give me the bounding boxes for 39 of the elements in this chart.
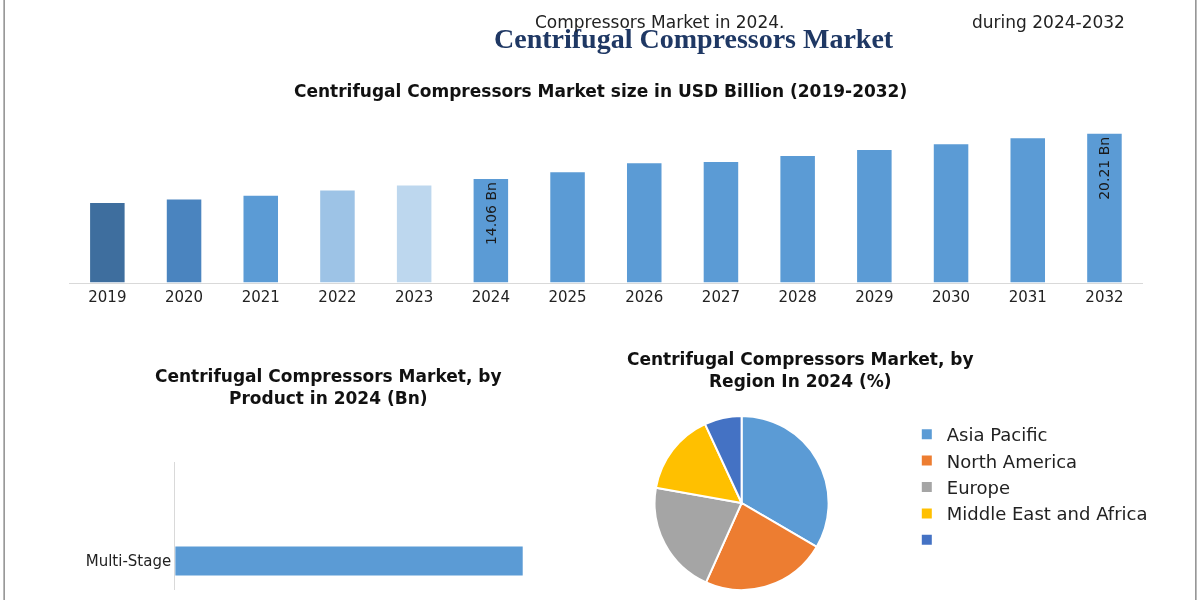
- bar: [933, 144, 969, 283]
- x-tick-label: 2031: [1008, 287, 1047, 306]
- legend-label: North America: [946, 450, 1078, 472]
- legend-label: Europe: [946, 477, 1011, 499]
- chart-title: Centrifugal Compressors Market, by Region In 2024 (%): [627, 349, 974, 392]
- chart-title: Centrifugal Compressors Market, by Product in 2024 (Bn): [155, 366, 502, 409]
- data-label: 20.21 Bn: [1096, 136, 1113, 200]
- x-tick-label: 2023: [395, 287, 434, 306]
- x-tick-label: 2019: [88, 287, 127, 306]
- text: during 2024-2032: [972, 12, 1125, 32]
- bar: [320, 190, 355, 283]
- bar: [473, 179, 509, 283]
- x-tick-label: 2020: [164, 287, 204, 306]
- bar: [780, 155, 815, 283]
- bar: [396, 185, 432, 283]
- bar: [1087, 133, 1122, 283]
- bar: [857, 150, 892, 283]
- x-tick-label: 2032: [1085, 287, 1124, 306]
- bar: [166, 199, 202, 283]
- x-tick-label: 2025: [548, 287, 587, 306]
- x-tick-label: 2026: [625, 287, 664, 306]
- bar: [90, 203, 125, 283]
- bar: [1010, 138, 1046, 283]
- bar: [243, 195, 279, 283]
- x-tick-label: 2024: [471, 287, 510, 306]
- bar: [703, 161, 739, 283]
- legend-label: Middle East and Africa: [946, 503, 1148, 525]
- y-tick-label: Multi-Stage: [85, 552, 172, 571]
- x-tick-label: 2028: [778, 287, 817, 306]
- legend-label: Asia Pacific: [946, 424, 1048, 446]
- x-tick-label: 2021: [241, 287, 280, 306]
- x-tick-label: 2022: [318, 287, 357, 306]
- x-tick-label: 2030: [931, 287, 971, 306]
- chart-subtitle: Centrifugal Compressors Market size in USD Billion (2019-2032): [294, 81, 908, 101]
- data-label: 14.06 Bn: [482, 182, 499, 246]
- bar: [626, 163, 662, 283]
- x-tick-label: 2029: [855, 287, 894, 306]
- bar: [550, 172, 585, 283]
- x-tick-label: 2027: [701, 287, 741, 306]
